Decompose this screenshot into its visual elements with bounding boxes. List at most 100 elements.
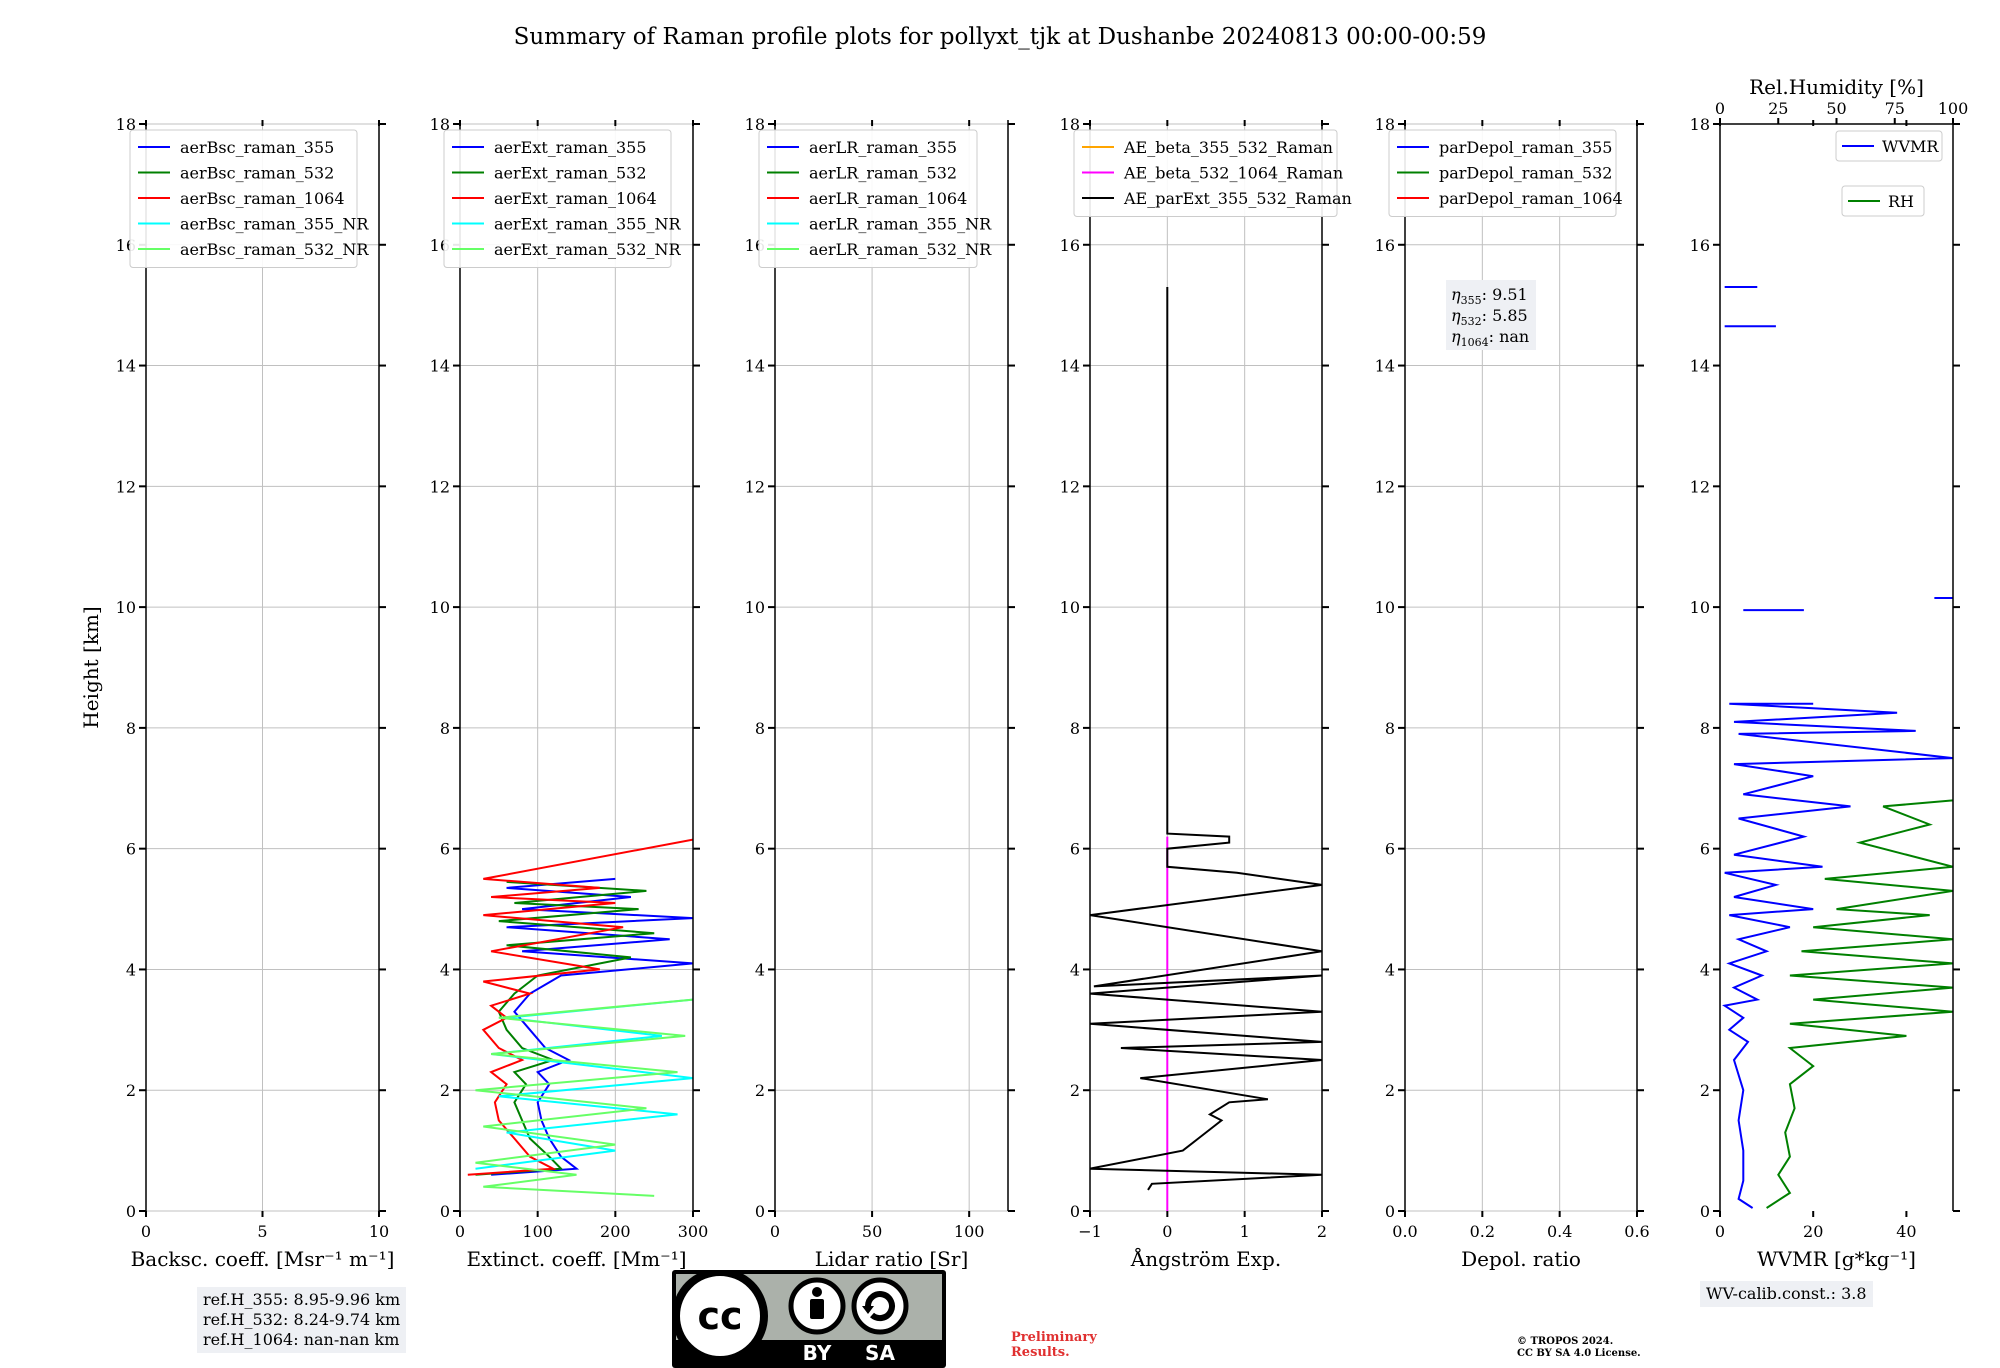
- legend-entry: aerLR_raman_532: [809, 164, 957, 183]
- y-tick-label: 8: [440, 719, 450, 738]
- y-tick-label: 12: [1375, 477, 1395, 496]
- x-tick-label: 10: [369, 1222, 389, 1241]
- y-tick-label: 10: [116, 598, 136, 617]
- legend-entry: aerExt_raman_355: [494, 138, 647, 157]
- y-tick-label: 18: [1690, 115, 1710, 134]
- legend-entry: aerExt_raman_1064: [494, 189, 657, 208]
- ref-height-532: ref.H_532: 8.24-9.74 km: [203, 1310, 401, 1329]
- x-axis-label: Lidar ratio [Sr]: [815, 1247, 969, 1271]
- legend-entry: aerExt_raman_355_NR: [494, 215, 682, 234]
- legend-box: [129, 129, 358, 268]
- reference-height-box: ref.H_355: 8.95-9.96 km ref.H_532: 8.24-…: [197, 1287, 407, 1353]
- eta-annotation-box: [1446, 280, 1536, 350]
- y-tick-label: 14: [1375, 357, 1395, 376]
- copyright-line-2: CC BY SA 4.0 License.: [1517, 1348, 1641, 1359]
- y-tick-label: 4: [1385, 960, 1395, 979]
- cc-logo-text: cc: [697, 1294, 742, 1338]
- y-tick-label: 10: [1690, 598, 1710, 617]
- wv-calibration-box: WV-calib.const.: 3.8: [1700, 1281, 1873, 1307]
- top-x-tick-label: 50: [1826, 99, 1846, 118]
- legend-entry: aerBsc_raman_1064: [180, 189, 345, 208]
- y-tick-label: 18: [430, 115, 450, 134]
- legend-box: [1835, 130, 1943, 162]
- legend-entry: AE_parExt_355_532_Raman: [1123, 189, 1352, 208]
- y-tick-label: 6: [755, 840, 765, 859]
- y-tick-label: 6: [440, 840, 450, 859]
- x-tick-label: 100: [522, 1222, 553, 1241]
- y-tick-label: 0: [126, 1202, 136, 1221]
- x-tick-label: 1: [1240, 1222, 1250, 1241]
- badge-by-label: BY: [803, 1341, 832, 1365]
- legend-entry: aerBsc_raman_355_NR: [180, 215, 369, 234]
- y-tick-label: 12: [745, 477, 765, 496]
- x-tick-label: 50: [862, 1222, 882, 1241]
- x-tick-label: 0: [141, 1222, 151, 1241]
- y-tick-label: 12: [116, 477, 136, 496]
- top-x-tick-label: 0: [1715, 99, 1725, 118]
- x-tick-label: 0: [770, 1222, 780, 1241]
- legend-entry: parDepol_raman_1064: [1439, 189, 1623, 208]
- x-tick-label: 40: [1896, 1222, 1916, 1241]
- y-tick-label: 14: [430, 357, 450, 376]
- preliminary-results-note: Preliminary Results.: [1011, 1330, 1097, 1360]
- y-tick-label: 14: [745, 357, 765, 376]
- y-tick-label: 2: [126, 1081, 136, 1100]
- chart-panel-depol: 0 2 4 6 8 10 12 14 16 18 0.0 0.2 0.4 0.6 Depol. ratio p…: [1375, 115, 1650, 1271]
- series-line-aerext-raman-532-nr: [475, 998, 693, 1197]
- x-axis-label: Extinct. coeff. [Mm⁻¹]: [466, 1247, 686, 1271]
- y-tick-label: 16: [1375, 236, 1395, 255]
- y-tick-label: 10: [745, 598, 765, 617]
- series-line-rh: [1766, 799, 1953, 1209]
- legend-entry: aerLR_raman_355_NR: [809, 215, 992, 234]
- x-tick-label: 200: [600, 1222, 631, 1241]
- series-line-aerext-raman-355-nr: [475, 998, 693, 1170]
- y-tick-label: 4: [126, 960, 136, 979]
- legend-entry: aerExt_raman_532: [494, 164, 647, 183]
- x-tick-label: 2: [1317, 1222, 1327, 1241]
- legend-box: [443, 129, 672, 268]
- y-tick-label: 0: [755, 1202, 765, 1221]
- y-tick-label: 8: [755, 719, 765, 738]
- x-tick-label: 0: [1715, 1222, 1725, 1241]
- y-tick-label: 0: [1385, 1202, 1395, 1221]
- y-tick-label: 6: [1070, 840, 1080, 859]
- y-tick-label: 16: [1690, 236, 1710, 255]
- legend-entry: AE_beta_532_1064_Raman: [1123, 164, 1343, 183]
- series-line-wvmr: [1722, 702, 1953, 1209]
- legend-entry: aerLR_raman_1064: [809, 189, 967, 208]
- top-x-tick-label: 75: [1885, 99, 1905, 118]
- badge-sa-label: SA: [865, 1341, 895, 1365]
- preliminary-line-1: Preliminary: [1011, 1330, 1097, 1345]
- y-tick-label: 2: [1070, 1081, 1080, 1100]
- y-tick-label: 4: [1700, 960, 1710, 979]
- y-tick-label: 2: [1700, 1081, 1710, 1100]
- copyright-line-1: © TROPOS 2024.: [1517, 1336, 1614, 1347]
- x-tick-label: 0: [455, 1222, 465, 1241]
- y-tick-label: 2: [1385, 1081, 1395, 1100]
- y-tick-label: 0: [1070, 1202, 1080, 1221]
- top-x-tick-label: 100: [1938, 99, 1969, 118]
- y-tick-label: 4: [1070, 960, 1080, 979]
- series-line-aerext-raman-1064: [467, 838, 693, 1176]
- y-tick-label: 2: [755, 1081, 765, 1100]
- y-tick-label: 10: [1375, 598, 1395, 617]
- x-tick-label: 20: [1803, 1222, 1823, 1241]
- series-line-aerext-raman-532: [475, 880, 655, 1176]
- x-axis-label: WVMR [g*kg⁻¹]: [1757, 1247, 1916, 1271]
- legend-box: [758, 129, 978, 268]
- preliminary-line-2: Results.: [1011, 1345, 1070, 1360]
- legend-entry: aerLR_raman_532_NR: [809, 240, 992, 259]
- legend-entry: aerBsc_raman_532: [180, 164, 334, 183]
- y-tick-label: 8: [126, 719, 136, 738]
- y-tick-label: 14: [116, 357, 136, 376]
- x-axis-label: Ångström Exp.: [1130, 1246, 1281, 1271]
- legend-box: [1841, 185, 1925, 217]
- y-axis-label: Height [km]: [79, 606, 103, 728]
- legend-entry: RH: [1888, 192, 1914, 211]
- top-axis-label: Rel.Humidity [%]: [1749, 75, 1924, 99]
- legend-entry: WVMR: [1882, 137, 1939, 156]
- legend-entry: parDepol_raman_355: [1439, 138, 1612, 157]
